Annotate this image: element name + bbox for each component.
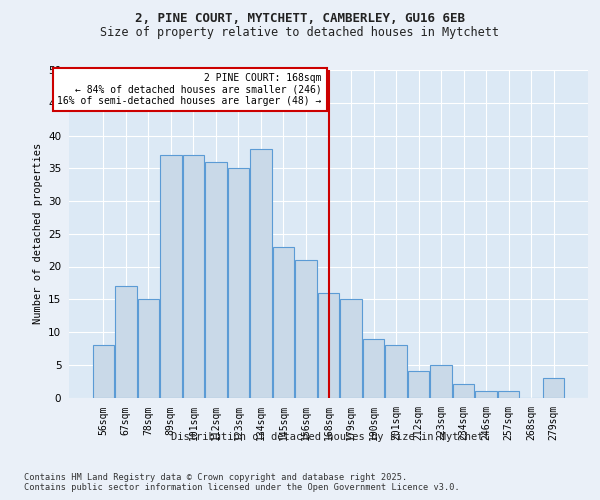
Bar	[205, 162, 227, 398]
Bar	[408, 372, 429, 398]
Bar	[385, 345, 407, 398]
Text: 2, PINE COURT, MYTCHETT, CAMBERLEY, GU16 6EB: 2, PINE COURT, MYTCHETT, CAMBERLEY, GU16…	[135, 12, 465, 26]
Bar	[475, 391, 497, 398]
Text: Contains public sector information licensed under the Open Government Licence v3: Contains public sector information licen…	[24, 484, 460, 492]
Bar	[430, 365, 452, 398]
Bar	[318, 292, 339, 398]
Text: Size of property relative to detached houses in Mytchett: Size of property relative to detached ho…	[101, 26, 499, 39]
Text: Distribution of detached houses by size in Mytchett: Distribution of detached houses by size …	[170, 432, 490, 442]
Text: 2 PINE COURT: 168sqm
← 84% of detached houses are smaller (246)
16% of semi-deta: 2 PINE COURT: 168sqm ← 84% of detached h…	[58, 74, 322, 106]
Bar	[228, 168, 249, 398]
Bar	[160, 155, 182, 398]
Bar	[273, 247, 294, 398]
Bar	[498, 391, 520, 398]
Text: Contains HM Land Registry data © Crown copyright and database right 2025.: Contains HM Land Registry data © Crown c…	[24, 472, 407, 482]
Bar	[340, 299, 362, 398]
Bar	[115, 286, 137, 398]
Bar	[363, 338, 384, 398]
Bar	[137, 299, 159, 398]
Bar	[543, 378, 565, 398]
Bar	[182, 155, 204, 398]
Bar	[92, 345, 114, 398]
Bar	[453, 384, 475, 398]
Bar	[250, 148, 272, 398]
Bar	[295, 260, 317, 398]
Y-axis label: Number of detached properties: Number of detached properties	[32, 143, 43, 324]
